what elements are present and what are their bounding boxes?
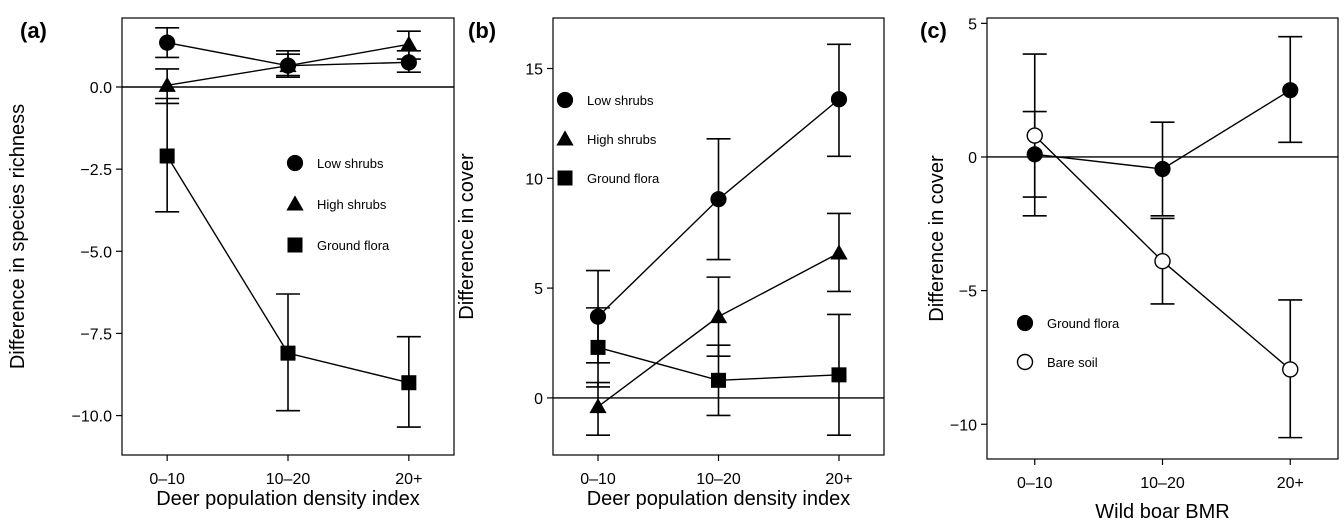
data-point	[159, 148, 175, 164]
data-point	[830, 91, 848, 108]
x-axis-label: Wild boar BMR	[1095, 501, 1229, 523]
series-low-shrubs	[586, 43, 851, 364]
data-point	[1282, 361, 1299, 378]
y-tick-label: −10.0	[72, 409, 113, 426]
legend-label: High shrubs	[587, 132, 657, 147]
legend-label: Ground flora	[317, 238, 390, 253]
y-tick-label: −7.5	[80, 326, 112, 343]
x-tick-label: 0–10	[580, 471, 616, 488]
data-point	[401, 375, 417, 391]
legend-marker	[286, 195, 304, 211]
series-ground-flora	[155, 97, 421, 428]
data-point	[830, 244, 848, 260]
x-tick-label: 20+	[395, 471, 422, 488]
y-tick-label: −5	[959, 284, 977, 301]
legend-marker	[1016, 353, 1034, 371]
y-axis-label: Difference in cover	[456, 153, 478, 320]
data-point	[590, 339, 606, 355]
y-tick-label: 0	[534, 391, 543, 408]
data-point	[280, 345, 296, 361]
legend: Ground flora Bare soil	[1016, 314, 1120, 371]
panel-b: (b) 0 5 10 15 0–10 10–20 20+Deer population den…	[456, 17, 885, 510]
legend-marker	[556, 91, 574, 109]
data-point	[1026, 127, 1043, 144]
x-axis-label: Deer population density index	[156, 488, 420, 510]
data-point	[709, 308, 728, 324]
legend-label: Low shrubs	[317, 156, 384, 171]
y-tick-label: −2.5	[80, 162, 112, 179]
panel-label: (c)	[920, 18, 947, 43]
legend-label: Ground flora	[1047, 316, 1120, 331]
y-tick-label: −10	[950, 417, 977, 434]
data-point	[831, 367, 847, 383]
y-tick-label: 5	[968, 16, 977, 33]
y-axis-label: Difference in cover	[926, 155, 948, 322]
y-tick-label: 15	[525, 62, 543, 79]
data-point	[710, 191, 727, 208]
x-tick-label: 20+	[1277, 475, 1304, 492]
y-axis-label: Difference in species richness	[7, 104, 29, 369]
y-tick-label: 5	[534, 281, 543, 298]
x-tick-label: 10–20	[696, 471, 741, 488]
y-tick-label: 0.0	[90, 80, 112, 97]
legend-label: Ground flora	[587, 171, 660, 186]
legend-marker	[1016, 314, 1034, 332]
series-high-shrubs	[586, 212, 851, 437]
data-point	[1154, 253, 1171, 270]
legend-marker	[557, 170, 573, 186]
data-point	[1282, 82, 1299, 99]
y-tick-label: 0	[968, 150, 977, 167]
y-tick-label: 10	[525, 171, 543, 188]
panel-a: (a) −10.0 −7.5 −5.0 −2.5 0.0 0–10 10–20 20+Deer …	[7, 17, 455, 510]
data-point	[279, 57, 297, 73]
panel-c: (c) −10 −5 0 5 0–10 10–20 20+ Wild boar BMR Diffe…	[920, 16, 1339, 523]
x-tick-label: 0–10	[149, 471, 185, 488]
x-tick-label: 20+	[825, 471, 852, 488]
data-point	[589, 398, 607, 414]
data-point	[159, 34, 176, 51]
legend-marker	[556, 130, 574, 146]
x-tick-label: 0–10	[1017, 475, 1053, 492]
data-point	[400, 35, 418, 51]
series-ground-flora	[1022, 35, 1303, 217]
legend-label: Bare soil	[1047, 355, 1098, 370]
data-point	[158, 76, 176, 92]
panel-label: (b)	[468, 18, 496, 43]
legend: Low shrubs High shrubs Ground flora	[556, 91, 660, 186]
series-ground-flora	[586, 307, 851, 437]
legend: Low shrubs High shrubs Ground flora	[286, 154, 390, 253]
legend-label: High shrubs	[317, 197, 387, 212]
x-axis-label: Deer population density index	[587, 488, 851, 510]
series-high-shrubs	[155, 30, 421, 105]
legend-label: Low shrubs	[587, 93, 654, 108]
x-tick-label: 10–20	[1140, 475, 1185, 492]
legend-marker	[286, 154, 304, 172]
legend-marker	[287, 237, 303, 253]
data-point	[1154, 160, 1171, 178]
series-bare-soil	[1022, 53, 1303, 439]
x-tick-label: 10–20	[266, 471, 311, 488]
data-point	[711, 372, 726, 388]
y-tick-label: −5.0	[80, 244, 112, 261]
panel-label: (a)	[20, 18, 47, 43]
